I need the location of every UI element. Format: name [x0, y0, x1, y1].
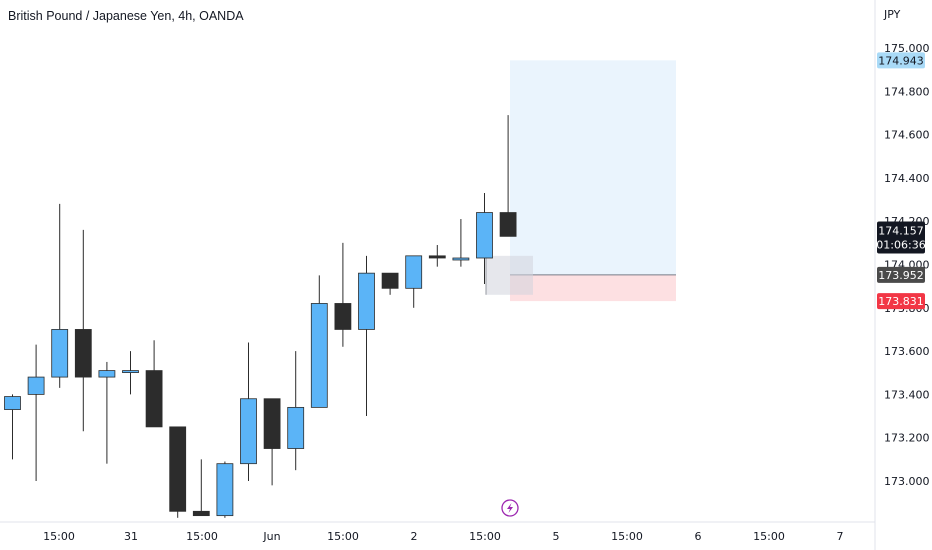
candle[interactable] [216, 461, 234, 518]
candle[interactable] [74, 229, 92, 432]
candle[interactable] [51, 203, 69, 388]
candle-body [216, 463, 234, 517]
x-tick-label: 2 [411, 530, 418, 543]
entry-price-tag-bg [877, 266, 925, 283]
stop-zone[interactable] [510, 274, 676, 302]
candle-body [51, 329, 69, 378]
candle-body [27, 376, 45, 395]
y-tick-label: 173.200 [884, 432, 930, 445]
candle[interactable] [4, 394, 21, 460]
candle-body [74, 329, 92, 378]
candle[interactable] [499, 115, 517, 237]
y-tick-label: 173.000 [884, 475, 930, 488]
candle-body [476, 212, 493, 259]
candle-body [192, 510, 210, 517]
y-tick-label: 174.800 [884, 85, 930, 98]
candle[interactable] [428, 245, 446, 267]
candle[interactable] [381, 272, 399, 295]
candle[interactable] [145, 340, 163, 428]
candle-body [358, 272, 375, 330]
x-tick-label: 7 [837, 530, 844, 543]
entry-price-tag: 173.952 [878, 269, 924, 282]
entry-marker-box [486, 255, 533, 295]
candle[interactable] [334, 242, 352, 347]
candle[interactable] [169, 426, 187, 518]
currency-label: JPY [883, 8, 901, 21]
candle[interactable] [122, 351, 139, 395]
stop-price-tag-bg [877, 293, 925, 310]
x-tick-label: 15:00 [469, 530, 501, 543]
target-price-tag: 174.943 [878, 54, 924, 67]
candle-body [428, 255, 446, 259]
chart-title: British Pound / Japanese Yen, 4h, OANDA [8, 9, 244, 23]
target-zone[interactable] [510, 60, 676, 275]
lightning-icon[interactable] [501, 499, 519, 517]
candle-body [499, 212, 517, 237]
candle[interactable] [263, 398, 281, 486]
stop-price-tag: 173.831 [878, 295, 924, 308]
candle-body [452, 257, 470, 261]
candle[interactable] [452, 219, 470, 267]
candle-body [98, 370, 116, 378]
x-tick-label: 31 [124, 530, 138, 543]
candle[interactable] [98, 361, 116, 464]
candle-body [334, 303, 352, 330]
candle[interactable] [310, 275, 328, 408]
target-price-tag-bg [877, 52, 925, 69]
current-price-tag-bg [877, 221, 925, 254]
candle-body [4, 396, 21, 410]
candle[interactable] [358, 255, 375, 417]
candle[interactable] [405, 255, 423, 308]
x-tick-label: 15:00 [753, 530, 785, 543]
y-tick-label: 174.600 [884, 129, 930, 142]
candle-body [263, 398, 281, 449]
current-price-tag: 174.157 [878, 225, 924, 238]
candle[interactable] [27, 344, 45, 481]
x-tick-label: 15:00 [43, 530, 75, 543]
x-tick-label: 15:00 [327, 530, 359, 543]
candle-body [240, 398, 257, 465]
candle-body [405, 255, 423, 289]
candle[interactable] [192, 459, 210, 517]
candle-body [122, 370, 139, 373]
x-tick-label: 6 [695, 530, 702, 543]
candle-body [145, 370, 163, 428]
candle[interactable] [240, 342, 257, 481]
y-tick-label: 173.400 [884, 388, 930, 401]
candle-body [381, 272, 399, 289]
candle[interactable] [476, 193, 493, 284]
y-tick-label: 174.400 [884, 172, 930, 185]
candle-body [287, 406, 305, 449]
x-tick-label: 15:00 [186, 530, 218, 543]
candle-body [310, 303, 328, 408]
x-tick-label: 15:00 [611, 530, 643, 543]
y-tick-label: 175.000 [884, 42, 930, 55]
y-tick-label: 173.600 [884, 345, 930, 358]
x-tick-label: 5 [553, 530, 560, 543]
candle-body [169, 426, 187, 512]
x-tick-label: Jun [262, 530, 280, 543]
candle[interactable] [287, 351, 305, 471]
bar-countdown: 01:06:36 [876, 239, 925, 252]
lightning-icon-glyph [507, 503, 513, 513]
